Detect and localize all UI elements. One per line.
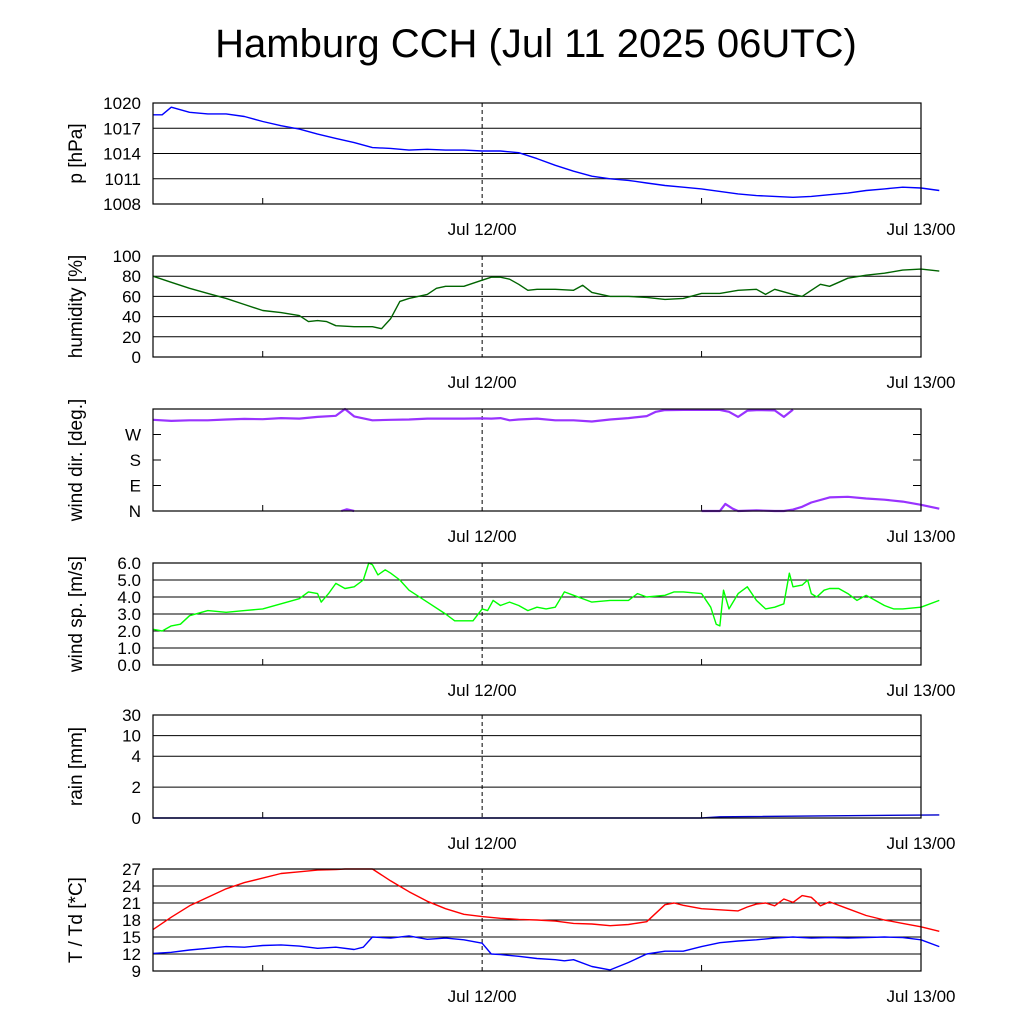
x-tick-label: Jul 13/00 [887,373,956,392]
series-line-td [152,935,940,971]
x-tick-label: Jul 12/00 [448,220,517,239]
y-axis-label: T / Td [*C] [66,877,87,963]
y-tick-label: 9 [132,962,141,981]
series-line-0 [152,562,940,632]
x-tick-label: Jul 12/00 [448,834,517,853]
y-tick-label: 2.0 [117,622,141,641]
y-tick-label: 4 [132,747,141,766]
y-tick-label: 1017 [103,119,141,138]
x-tick-label: Jul 12/00 [448,987,517,1006]
y-tick-label: 6.0 [117,554,141,573]
x-tick-label: Jul 13/00 [887,987,956,1006]
series-line-0 [152,268,940,330]
y-axis-label: wind dir. [deg.] [66,399,87,523]
y-tick-label: 1.0 [117,639,141,658]
y-tick-label: N [129,502,141,521]
y-tick-label: 10 [122,727,141,746]
series-line-0 [153,106,940,199]
x-tick-label: Jul 13/00 [887,220,956,239]
plot-frame [152,562,922,666]
y-axis-label: p [hPa] [66,123,87,183]
x-tick-label: Jul 13/00 [887,834,956,853]
y-tick-label: 21 [122,894,141,913]
plot-frame [152,868,922,972]
plot-frame [152,102,922,205]
series-line-1 [701,495,940,513]
y-tick-label: 15 [122,928,141,947]
plot-frame [152,255,922,358]
y-tick-label: 12 [122,945,141,964]
x-tick-label: Jul 12/00 [448,373,517,392]
y-tick-label: 100 [113,247,141,266]
y-tick-label: 80 [122,267,141,286]
y-tick-label: 1014 [103,145,141,164]
x-tick-label: Jul 13/00 [887,681,956,700]
y-tick-label: 1011 [104,170,141,189]
y-tick-label: 2 [132,778,141,797]
x-tick-label: Jul 13/00 [887,527,956,546]
y-tick-label: 1008 [103,195,141,214]
y-tick-label: 0.0 [117,656,141,675]
series-line-0 [152,407,794,423]
plot-frame [152,714,922,819]
y-tick-label: 3.0 [117,605,141,624]
y-tick-label: 60 [122,287,141,306]
y-tick-label: E [130,477,141,496]
y-tick-label: 30 [122,706,141,725]
y-axis-label: rain [mm] [66,727,87,806]
y-tick-label: W [125,426,141,445]
y-tick-label: 1020 [103,94,141,113]
x-tick-label: Jul 12/00 [448,681,517,700]
x-tick-label: Jul 12/00 [448,527,517,546]
y-tick-label: 20 [122,328,141,347]
y-tick-label: 5.0 [117,571,141,590]
y-tick-label: 27 [122,860,141,879]
plot-frame [152,408,922,512]
y-tick-label: 0 [132,348,141,367]
series-line-t [152,868,940,932]
y-tick-label: 24 [122,877,141,896]
y-tick-label: 0 [132,809,141,828]
y-tick-label: 4.0 [117,588,141,607]
y-axis-label: wind sp. [m/s] [66,556,87,673]
y-tick-label: 18 [122,911,141,930]
y-axis-label: humidity [%] [66,255,87,358]
y-tick-label: 40 [122,308,141,327]
chart-title: Hamburg CCH (Jul 11 2025 06UTC) [215,22,857,66]
y-tick-label: S [130,451,141,470]
